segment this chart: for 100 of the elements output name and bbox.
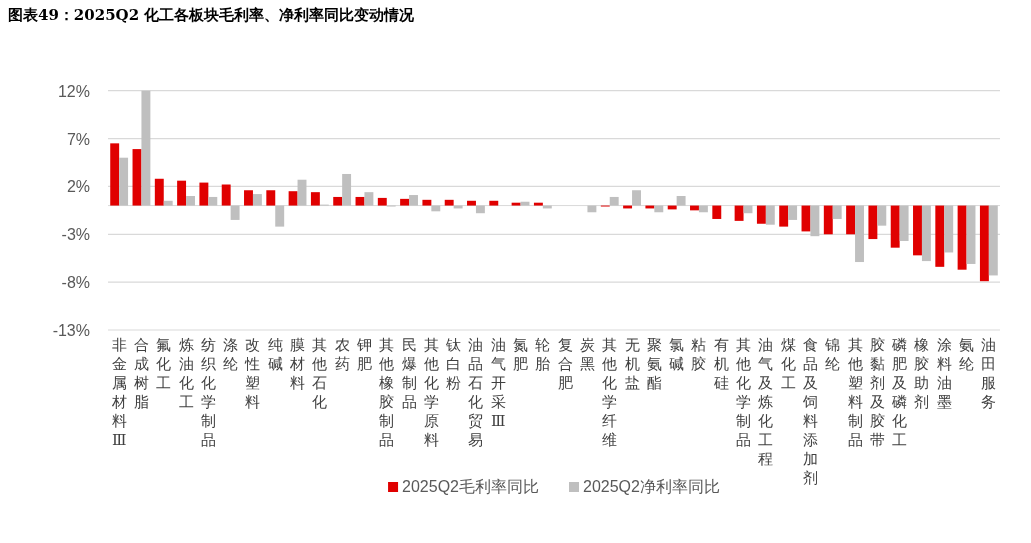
bar (475, 205, 485, 214)
x-tick-label: 其他化学制品 (736, 336, 752, 449)
bar (846, 205, 856, 235)
bar (467, 200, 476, 206)
bar (855, 205, 864, 263)
y-tick-label: 12% (57, 82, 90, 100)
bar (141, 90, 151, 206)
bar (252, 194, 262, 206)
x-tick-label: 胶黏剂及胶带 (869, 336, 885, 449)
bar (779, 205, 789, 227)
x-tick-label: 磷肥及磷化工 (891, 336, 908, 449)
x-tick-label: 非金属材料Ⅲ (110, 336, 127, 449)
bar (221, 184, 231, 206)
y-tick-label: -3% (61, 226, 90, 244)
bar (823, 205, 833, 235)
x-tick-label: 复合肥 (557, 336, 573, 392)
bar (119, 157, 129, 206)
bar (676, 195, 686, 206)
bar (208, 196, 218, 206)
bar (110, 143, 120, 206)
bar (756, 205, 766, 224)
x-tick-label: 民爆制品 (401, 336, 417, 411)
x-tick-label: 农药 (334, 336, 350, 373)
x-tick-label: 改性塑料 (244, 336, 261, 411)
x-tick-label: 炭黑 (579, 336, 595, 373)
bar (979, 205, 989, 282)
bar (890, 205, 900, 248)
x-tick-label: 有机硅 (712, 336, 729, 392)
bar (364, 192, 374, 206)
bar (244, 190, 253, 206)
x-tick-label: 轮胎 (535, 336, 551, 373)
bar (186, 195, 195, 206)
bar (409, 195, 418, 206)
bar (377, 197, 387, 206)
x-tick-label: 氟化工 (156, 336, 172, 392)
bar (288, 191, 298, 206)
x-tick-label: 炼油化工 (178, 336, 194, 411)
bar (444, 199, 454, 206)
bar (342, 173, 352, 206)
y-tick-label: 2% (66, 178, 90, 196)
x-tick-label: 钾肥 (355, 336, 372, 373)
bar (957, 205, 967, 270)
bar (511, 202, 521, 206)
x-tick-label: 油气及炼化工程 (758, 336, 774, 468)
x-tick-label: 其他石化 (312, 336, 328, 411)
bar (422, 199, 432, 206)
bar (712, 205, 722, 219)
bar (921, 205, 931, 262)
x-tick-label: 氨纶 (959, 336, 975, 373)
bar (868, 205, 878, 240)
bar (587, 205, 597, 213)
x-tick-label: 膜材料 (289, 336, 306, 392)
x-tick-label: 氯碱 (669, 336, 685, 373)
bar (177, 180, 187, 206)
x-tick-label: 粘胶 (691, 336, 707, 373)
bar (355, 196, 365, 206)
x-tick-label: 油气开采Ⅲ (490, 336, 506, 430)
x-tick-label: 其他化学纤维 (602, 336, 618, 449)
x-tick-label: 其他橡胶制品 (379, 336, 395, 449)
x-tick-label: 煤化工 (780, 336, 796, 392)
y-tick-label: -8% (61, 274, 90, 292)
y-tick-label: -13% (52, 322, 90, 339)
x-tick-label: 纺织化学制品 (200, 336, 216, 449)
x-tick-label: 纯碱 (267, 336, 283, 373)
x-tick-label: 食品及饲料添加剂 (801, 336, 818, 487)
bar (275, 205, 285, 227)
bar (154, 178, 164, 206)
x-tick-label: 氮肥 (513, 336, 529, 373)
x-tick-label: 其他化学原料 (423, 336, 439, 449)
bar (734, 205, 744, 221)
x-tick-label: 锦纶 (824, 336, 841, 373)
x-tick-label: 钛白粉 (445, 336, 462, 392)
bar (230, 205, 240, 220)
bar (899, 205, 909, 241)
bar (533, 202, 543, 206)
bar (163, 200, 173, 206)
x-tick-label: 橡胶助剂 (914, 336, 930, 411)
bar (297, 179, 307, 206)
x-tick-label: 其他塑料制品 (847, 336, 863, 449)
x-tick-label: 涤纶 (223, 336, 239, 373)
x-tick-label: 无机盐 (624, 336, 640, 392)
x-tick-label: 合成树脂 (133, 336, 149, 411)
x-tick-label: 油田服务 (981, 336, 997, 411)
bar (988, 205, 998, 276)
bar (520, 201, 530, 206)
chart-title: 图表49：2025Q2 化工各板块毛利率、净利率同比变动情况 (8, 6, 416, 24)
bar (632, 190, 641, 206)
bar (810, 205, 820, 237)
bar (266, 190, 276, 206)
bar (310, 192, 320, 206)
bar (877, 205, 887, 226)
bar (489, 200, 499, 206)
bar (913, 205, 922, 256)
x-tick-label: 聚氨酯 (646, 336, 662, 392)
bar (698, 205, 708, 213)
bar (935, 205, 945, 267)
bar (944, 205, 954, 253)
bar (333, 196, 343, 206)
bar (400, 198, 410, 206)
bar (765, 205, 775, 225)
